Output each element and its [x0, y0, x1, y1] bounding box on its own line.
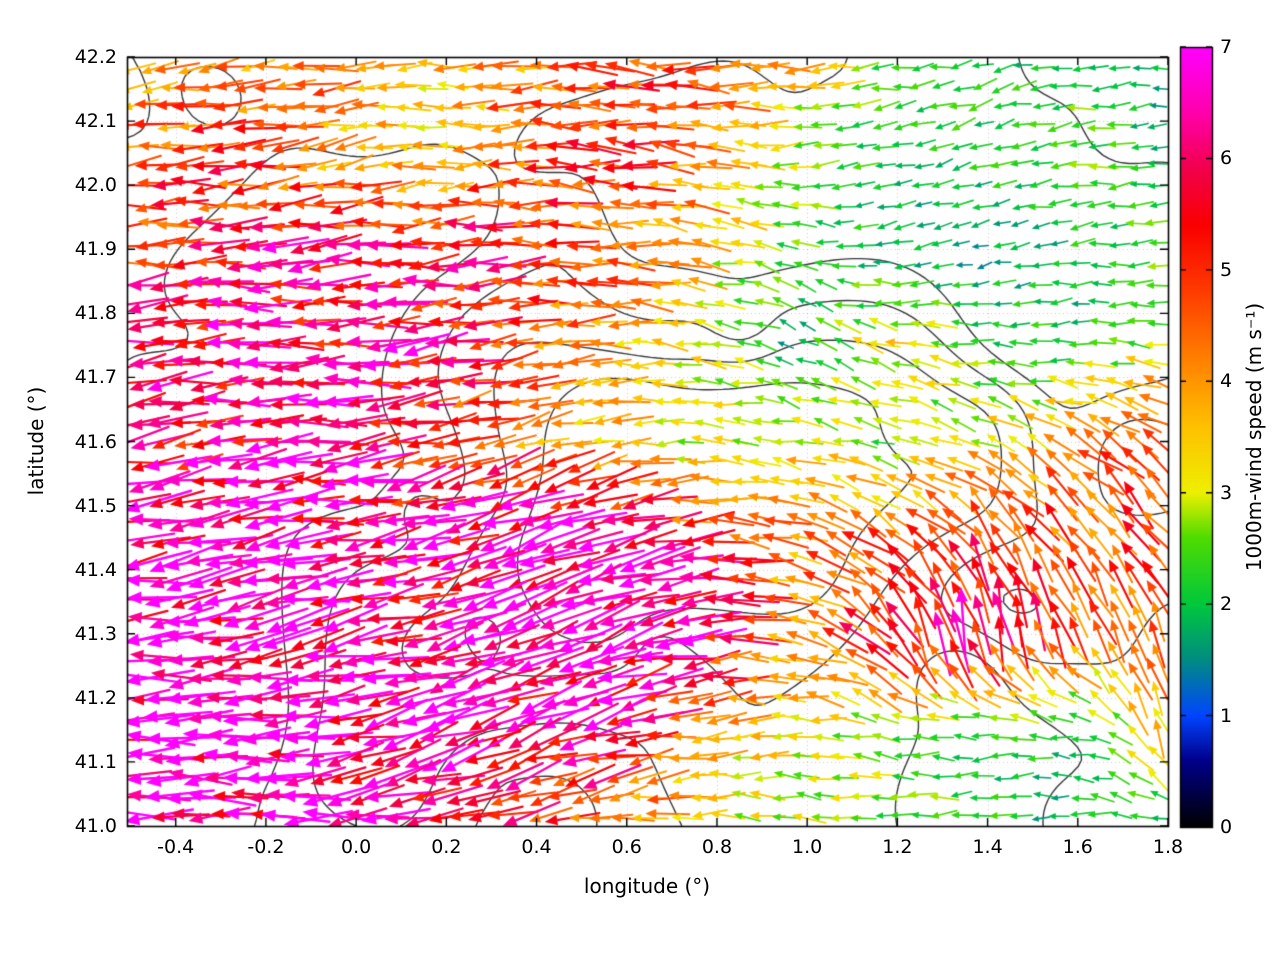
y-tick-label: 42.1 — [74, 110, 117, 133]
x-tick-label: 0.2 — [431, 836, 462, 858]
x-tick-label: 0.0 — [341, 836, 372, 858]
x-tick-label: 1.0 — [792, 836, 823, 858]
x-tick-label: 0.4 — [521, 836, 552, 858]
colorbar-tick-label: 0 — [1220, 816, 1233, 838]
x-tick-label: 1.4 — [972, 836, 1003, 858]
colorbar-tick-label: 1 — [1220, 704, 1233, 727]
y-tick-label: 41.7 — [74, 366, 117, 389]
colorbar-tick-label: 3 — [1220, 481, 1233, 504]
y-tick-label: 41.2 — [74, 686, 117, 709]
colorbar-tick-label: 2 — [1220, 593, 1233, 616]
y-tick-label: 42.2 — [74, 46, 117, 68]
x-tick-label: 1.2 — [882, 836, 913, 858]
y-tick-label: 42.0 — [74, 174, 117, 197]
y-tick-label: 41.1 — [74, 750, 117, 773]
y-tick-label: 41.4 — [74, 558, 117, 581]
y-tick-label: 41.0 — [74, 815, 117, 837]
x-tick-label: 1.6 — [1062, 836, 1093, 858]
x-axis-label: longitude (°) — [583, 874, 711, 898]
y-tick-label: 41.8 — [74, 302, 117, 325]
x-tick-label: 0.8 — [701, 836, 733, 858]
colorbar-tick-label: 4 — [1220, 370, 1233, 393]
colorbar-tick-label: 7 — [1220, 36, 1233, 58]
colorbar-tick-label: 6 — [1220, 147, 1233, 170]
x-tick-label: -0.4 — [157, 836, 195, 858]
colorbar-tick-label: 5 — [1220, 258, 1233, 281]
y-tick-label: 41.3 — [74, 622, 117, 645]
x-tick-label: 0.6 — [611, 836, 642, 858]
colorbar-label: 1000m-wind speed (m s⁻¹) — [1242, 302, 1266, 572]
y-tick-label: 41.9 — [74, 238, 117, 261]
y-tick-label: 41.6 — [74, 430, 117, 453]
y-tick-label: 41.5 — [74, 494, 117, 517]
x-tick-label: 1.8 — [1152, 836, 1184, 858]
x-tick-label: -0.2 — [247, 836, 285, 858]
